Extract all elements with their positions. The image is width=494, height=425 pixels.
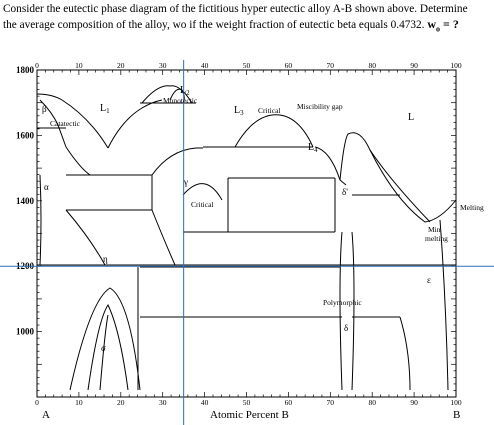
y-tick-label: 1000 [16, 327, 35, 337]
alpha-lower [65, 209, 106, 266]
label-melting: Melting [460, 203, 484, 212]
x-axis-title: Atomic Percent B [210, 409, 289, 421]
x-tick-label-bottom: 70 [327, 398, 335, 407]
boundary-L1-right [107, 99, 163, 149]
gamma-lower [151, 209, 176, 266]
label-delta: δ [344, 323, 348, 333]
label-monotectic: Monotectic [163, 96, 198, 105]
x-tick-label-bottom: 90 [410, 398, 418, 407]
boundary-beta [39, 99, 67, 148]
label-min: Min [428, 225, 441, 234]
miscibility-dome [234, 114, 314, 148]
y-tick-label: 1400 [16, 196, 35, 206]
question-line-2: the average composition of the alloy, wo… [3, 19, 425, 31]
polymorphic-curve [399, 316, 411, 391]
y-tick-label: 1600 [16, 130, 35, 140]
label-L3: L3 [234, 105, 244, 117]
label-L4: L4 [308, 142, 318, 154]
label-beta: β [42, 104, 47, 114]
epsilon-right [439, 219, 449, 391]
sigma-left [99, 314, 109, 391]
alpha-upper [65, 146, 91, 176]
label-critical-top: Critical [258, 106, 281, 115]
y-tick-label: 1800 [16, 65, 35, 75]
question-text: Consider the eutectic phase diagram of t… [3, 2, 491, 36]
label-miscibility-gap: Miscibility gap [297, 102, 343, 111]
x-tick-label-bottom: 10 [75, 398, 83, 407]
question-line-1: Consider the eutectic phase diagram of t… [3, 3, 468, 15]
x-tick-label-bottom: 30 [159, 398, 167, 407]
x-tick-label-top: 20 [117, 61, 125, 70]
x-tick-label-top: 0 [35, 61, 39, 70]
label-min-melting: melting [425, 234, 448, 243]
sigma-inner [87, 303, 129, 391]
label-catatectic: Catatectic [50, 119, 81, 128]
label-L2: L2 [180, 85, 190, 97]
epsilon-liquidus [369, 149, 431, 223]
label-delta-prime: δ' [342, 187, 348, 197]
x-tick-label-bottom: 60 [285, 398, 293, 407]
monotectic-dome [141, 85, 193, 104]
label-alpha: α [44, 182, 49, 192]
x-tick-label-bottom: 80 [368, 398, 376, 407]
x-tick-label-top: 90 [410, 61, 418, 70]
gamma-upper [151, 147, 203, 176]
delta-right [351, 231, 355, 391]
x-tick-label-bottom: 0 [35, 398, 39, 407]
x-tick-label-top: 100 [450, 61, 462, 70]
x-tick-label-top: 80 [368, 61, 376, 70]
phase-boundaries [36, 85, 457, 391]
L-right-liquidus [339, 132, 457, 223]
x-tick-label-top: 70 [327, 61, 335, 70]
x-tick-label-top: 10 [75, 61, 83, 70]
x-tick-label-bottom: 20 [117, 398, 125, 407]
critical-dome [182, 183, 223, 201]
plot-frame [36, 69, 457, 398]
component-A: A [42, 409, 50, 421]
x-tick-label-top: 40 [201, 61, 209, 70]
component-B: B [453, 409, 460, 421]
label-sigma: σ [101, 343, 106, 353]
x-tick-label-bottom: 100 [450, 398, 462, 407]
label-epsilon: ε [427, 275, 431, 285]
label-critical-mid: Critical [191, 200, 214, 209]
label-L1: L1 [100, 103, 110, 115]
x-tick-label-bottom: 50 [243, 398, 251, 407]
sigma-outer [69, 287, 141, 391]
label-gamma: γ [183, 177, 188, 187]
boundary-L1-left [36, 93, 109, 149]
answer-expression: wo = ? [427, 17, 459, 34]
x-tick-label-top: 60 [285, 61, 293, 70]
alpha-left [39, 174, 42, 266]
x-tick-label-top: 30 [159, 61, 167, 70]
x-tick-label-top: 50 [243, 61, 251, 70]
delta-left [339, 231, 343, 391]
label-L: L [408, 112, 414, 123]
label-eta: η [103, 254, 108, 264]
x-tick-label-bottom: 40 [201, 398, 209, 407]
label-polymorphic: Polymorphic [323, 298, 362, 307]
